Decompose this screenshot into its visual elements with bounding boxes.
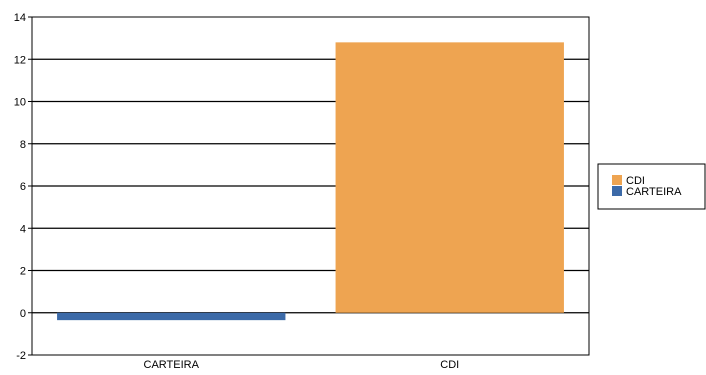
gridlines [32,58,589,314]
y-tick-label: 10 [14,97,26,109]
y-tick-label: 14 [14,12,26,24]
legend-swatch-carteira [612,186,622,196]
bars [57,42,564,321]
y-axis: -2 0 2 4 6 8 10 12 14 [14,12,32,362]
y-tick-label: 0 [20,308,26,320]
y-tick-label: 12 [14,54,26,66]
legend-label-cdi: CDI [626,175,645,187]
y-tick-label: 4 [20,223,26,235]
x-tick-label: CARTEIRA [144,359,200,370]
y-tick-label: 8 [20,139,26,151]
legend-swatch-cdi [612,175,622,185]
legend-label-carteira: CARTEIRA [626,186,682,198]
bar-carteira [57,312,286,321]
x-axis: CARTEIRA CDI [144,359,460,371]
y-tick-label: 6 [20,181,26,193]
y-tick-label: -2 [16,350,26,362]
x-tick-label: CDI [440,359,459,370]
bar-cdi [335,42,564,313]
y-tick-label: 2 [20,266,26,278]
